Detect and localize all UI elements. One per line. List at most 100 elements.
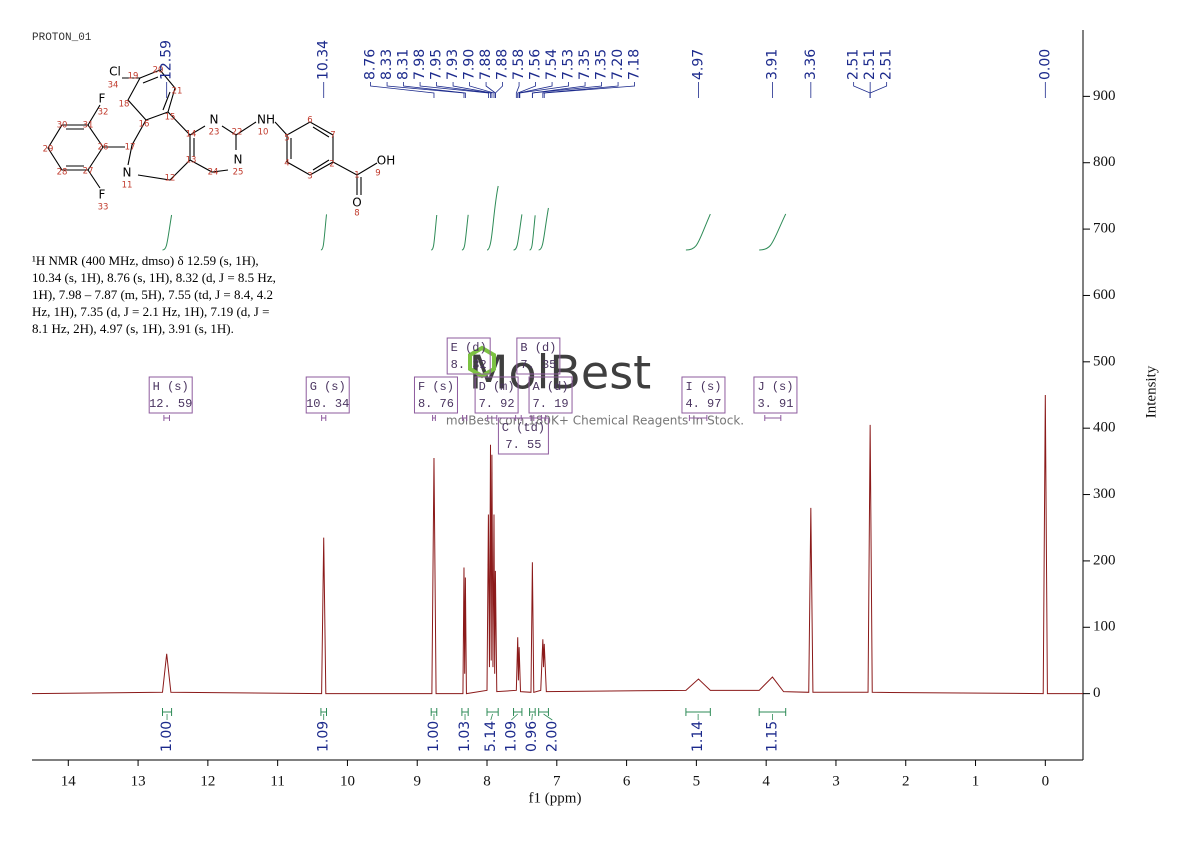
locant: 28 xyxy=(57,168,68,178)
nmr-description: ¹H NMR (400 MHz, dmso) δ 12.59 (s, 1H), … xyxy=(32,253,276,336)
locant: 33 xyxy=(98,203,109,213)
multiplet-name: D (m) xyxy=(479,380,515,394)
atom-label: NH xyxy=(257,113,275,127)
integral-label: 1.09 xyxy=(316,721,332,752)
multiplet-name: B (d) xyxy=(520,341,556,355)
multiplet-name: A (d) xyxy=(533,380,569,394)
multiplet-shift: 7. 55 xyxy=(505,438,541,452)
multiplet-name: G (s) xyxy=(310,380,346,394)
integral-curve xyxy=(461,214,469,251)
peak-leader xyxy=(403,82,466,98)
locant: 20 xyxy=(153,66,164,76)
locant: 26 xyxy=(98,143,109,153)
multiplet-name: J (s) xyxy=(757,380,793,394)
peak-leader xyxy=(542,82,619,98)
integral-label: 1.03 xyxy=(457,721,473,752)
x-tick-label: 12 xyxy=(200,773,215,789)
peak-label: 7.56 xyxy=(528,49,544,80)
multiplet-name: H (s) xyxy=(153,380,189,394)
y-tick-label: 500 xyxy=(1093,353,1116,369)
multiplet-shift: 10. 34 xyxy=(306,397,349,411)
x-axis-title: f1 (ppm) xyxy=(529,790,582,806)
atom-label: OH xyxy=(377,154,395,168)
spectrum xyxy=(31,394,1083,695)
peak-leader xyxy=(853,82,871,98)
spectrum-label: PROTON_01 xyxy=(32,32,92,44)
integral-range xyxy=(430,708,438,716)
y-tick-label: 0 xyxy=(1093,685,1101,701)
peak-label: 7.88 xyxy=(478,49,494,80)
multiplet-shift: 8. 76 xyxy=(418,397,454,411)
multiplet-box xyxy=(413,376,458,414)
integral-range xyxy=(320,708,328,716)
multiplet-shift: 12. 59 xyxy=(149,397,192,411)
integral-range xyxy=(162,708,173,716)
locant: 5 xyxy=(284,134,289,144)
locant: 32 xyxy=(98,108,109,118)
atom-label: N xyxy=(123,166,132,180)
x-tick-label: 13 xyxy=(131,773,146,789)
multiplet-shift: 3. 91 xyxy=(757,397,793,411)
peak-label: 2.51 xyxy=(846,49,862,80)
x-tick-label: 1 xyxy=(972,773,980,789)
atom-label: N xyxy=(234,153,243,167)
multiplet-range xyxy=(321,415,327,421)
integral-range xyxy=(685,708,711,716)
x-tick-label: 3 xyxy=(832,773,840,789)
peak-label: 7.18 xyxy=(627,49,643,80)
integral-leader xyxy=(511,713,518,721)
y-tick-label: 700 xyxy=(1093,221,1116,237)
peak-label: 7.98 xyxy=(412,49,428,80)
multiplet-range xyxy=(764,415,782,421)
integral-curve xyxy=(162,214,173,251)
integral-label: 1.14 xyxy=(690,721,706,752)
locant: 19 xyxy=(128,72,139,82)
peak-label: 4.97 xyxy=(690,49,706,80)
integral-label: 2.00 xyxy=(544,721,560,752)
locant: 7 xyxy=(330,131,335,141)
y-tick-label: 800 xyxy=(1093,154,1116,170)
locant: 22 xyxy=(232,128,243,138)
locant: 8 xyxy=(354,209,359,219)
integral-curve xyxy=(513,214,523,251)
peak-label: 7.54 xyxy=(544,49,560,80)
x-tick-label: 8 xyxy=(483,773,491,789)
x-tick-label: 5 xyxy=(693,773,701,789)
multiplet-shift: 8. 32 xyxy=(451,358,487,372)
y-tick-label: 100 xyxy=(1093,619,1116,635)
peak-label: 7.53 xyxy=(561,49,577,80)
multiplet-box xyxy=(516,337,561,375)
x-tick-label: 2 xyxy=(902,773,910,789)
peak-label: 7.88 xyxy=(495,49,511,80)
multiplet-range xyxy=(688,415,708,421)
watermark-note: molBest.com,180K+ Chemical Reagents In S… xyxy=(446,414,744,428)
locant: 15 xyxy=(165,113,176,123)
atom-label: F xyxy=(99,92,106,106)
integral-curve xyxy=(759,213,787,251)
peak-label: 10.34 xyxy=(316,40,332,80)
multiplet-range xyxy=(487,415,498,421)
multiplet-box xyxy=(497,417,549,455)
peak-label: 7.58 xyxy=(511,49,527,80)
x-tick-label: 0 xyxy=(1042,773,1050,789)
locant: 23 xyxy=(209,128,220,138)
multiplet-name: I (s) xyxy=(685,380,721,394)
multiplet-shift: 7. 92 xyxy=(479,397,515,411)
peak-leader xyxy=(419,82,489,98)
multiplet-shift: 7. 35 xyxy=(520,358,556,372)
y-tick-label: 600 xyxy=(1093,287,1116,303)
locant: 12 xyxy=(165,174,176,184)
peak-leader xyxy=(370,82,435,98)
integral-leader xyxy=(543,713,553,721)
x-tick-label: 7 xyxy=(553,773,561,789)
peak-label: 2.51 xyxy=(862,49,878,80)
peak-leader xyxy=(452,82,493,98)
integral-range xyxy=(538,708,549,716)
multiplet-box xyxy=(681,376,726,414)
peak-label: 0.00 xyxy=(1037,49,1053,80)
locant: 24 xyxy=(208,168,219,178)
integral-label: 0.96 xyxy=(524,721,540,752)
multiplet-range xyxy=(163,415,170,421)
y-tick-label: 900 xyxy=(1093,88,1116,104)
integral-range xyxy=(461,708,469,716)
